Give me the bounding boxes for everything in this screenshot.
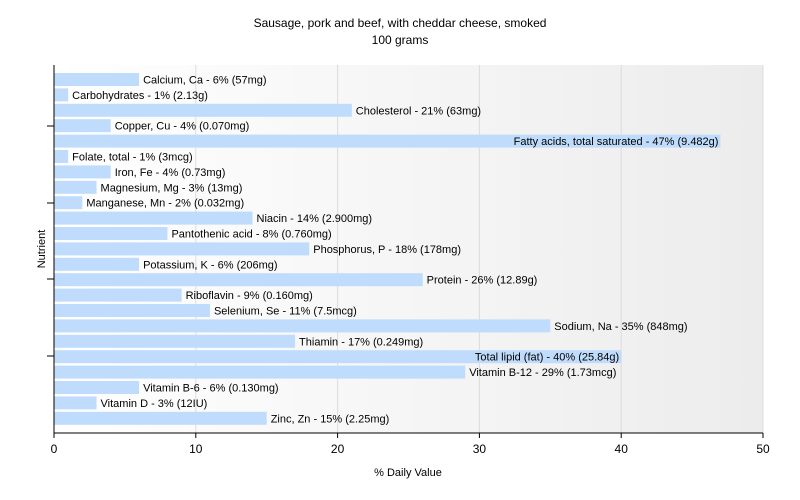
bar-label: Phosphorus, P - 18% (178mg) (313, 244, 461, 256)
bar (54, 119, 111, 133)
bar (54, 180, 97, 194)
bar (54, 227, 168, 240)
bar (54, 150, 69, 163)
bar-label: Iron, Fe - 4% (0.73mg) (115, 167, 226, 179)
bar-label: Vitamin D - 3% (12IU) (101, 398, 208, 410)
bar (54, 273, 423, 287)
bar-label: Folate, total - 1% (3mcg) (72, 152, 192, 164)
x-tick-label: 50 (756, 442, 770, 456)
bar (54, 365, 466, 379)
x-axis-label: % Daily Value (374, 467, 442, 479)
bar-label: Total lipid (fat) - 40% (25.84g) (475, 352, 619, 364)
bar (54, 88, 69, 102)
bar-label: Copper, Cu - 4% (0.070mg) (115, 121, 250, 133)
bar (54, 381, 140, 394)
bar-label: Zinc, Zn - 15% (2.25mg) (271, 413, 390, 425)
bar (54, 196, 83, 210)
bar (54, 288, 182, 302)
x-tick-label: 20 (331, 442, 345, 456)
y-axis-label: Nutrient (36, 230, 48, 269)
bar-label: Calcium, Ca - 6% (57mg) (143, 75, 266, 87)
bar-label: Fatty acids, total saturated - 47% (9.48… (514, 136, 719, 148)
bar (54, 319, 551, 333)
bar-label: Pantothenic acid - 8% (0.760mg) (171, 229, 331, 241)
bar-label: Sodium, Na - 35% (848mg) (554, 321, 687, 333)
bar (54, 334, 296, 348)
bar-label: Thiamin - 17% (0.249mg) (299, 336, 423, 348)
bar (54, 304, 210, 317)
bar (54, 257, 140, 271)
bar-label: Magnesium, Mg - 3% (13mg) (101, 182, 243, 194)
bar-label: Protein - 26% (12.89g) (427, 275, 538, 287)
bar (54, 211, 253, 225)
bar (54, 350, 622, 364)
chart-subtitle: 100 grams (372, 33, 429, 47)
bar (54, 411, 267, 425)
bar-label: Potassium, K - 6% (206mg) (143, 259, 278, 271)
bar (54, 73, 140, 86)
bar-label: Riboflavin - 9% (0.160mg) (186, 290, 313, 302)
bar-label: Selenium, Se - 11% (7.5mcg) (214, 306, 357, 318)
bar (54, 396, 97, 410)
bar-label: Manganese, Mn - 2% (0.032mg) (86, 198, 244, 210)
bar-label: Vitamin B-12 - 29% (1.73mcg) (469, 367, 616, 379)
x-tick-label: 30 (473, 442, 487, 456)
x-tick-label: 0 (51, 442, 58, 456)
bar-label: Carbohydrates - 1% (2.13g) (72, 90, 208, 102)
x-tick-label: 10 (189, 442, 203, 456)
chart-title: Sausage, pork and beef, with cheddar che… (254, 16, 547, 30)
bar (54, 242, 310, 256)
bar (54, 134, 721, 148)
bar-label: Cholesterol - 21% (63mg) (356, 105, 481, 117)
bar-label: Vitamin B-6 - 6% (0.130mg) (143, 383, 279, 395)
bar (54, 165, 111, 179)
x-tick-label: 40 (615, 442, 629, 456)
bar (54, 103, 352, 117)
bar-label: Niacin - 14% (2.900mg) (257, 213, 373, 225)
